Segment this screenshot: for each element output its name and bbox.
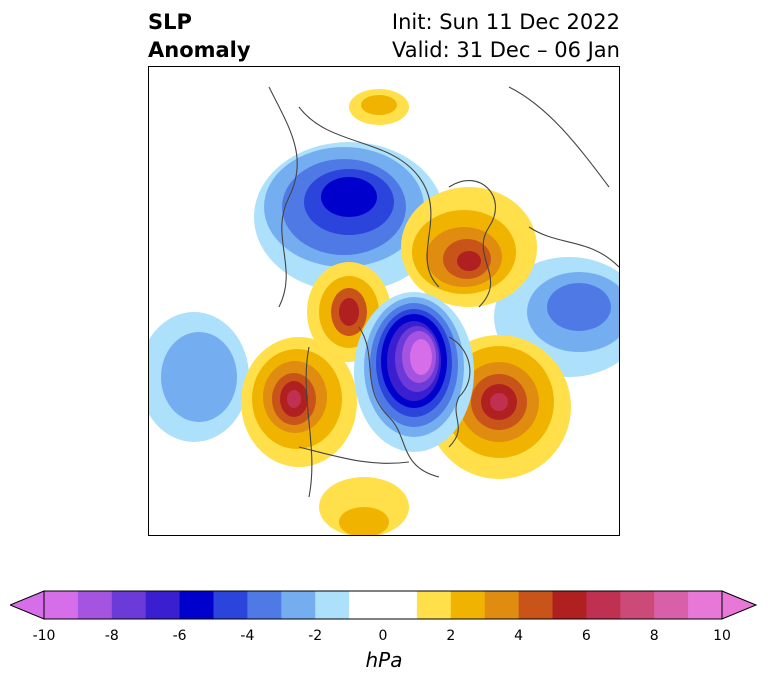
colorbar-segment: [518, 591, 553, 619]
north-atlantic-high-small: [349, 89, 409, 125]
colorbar-segment: [213, 591, 248, 619]
colorbar-left-extend: [10, 590, 45, 620]
pacific-low: [149, 312, 249, 442]
valid-date: Valid: 31 Dec – 06 Jan: [391, 38, 620, 62]
colorbar-segment: [315, 591, 350, 619]
colorbar-tick-label: -6: [172, 628, 187, 644]
anomaly-map-svg: [149, 86, 619, 535]
colorbar-segment: [77, 591, 113, 619]
colorbar-tick-label: 4: [514, 628, 524, 644]
colorbar-segment: [383, 591, 418, 619]
colorbar-tick-label: 0: [378, 628, 388, 644]
canada-low: [354, 292, 474, 452]
colorbar-tick-label: -10: [32, 628, 56, 644]
colorbar-tick-label: -4: [240, 628, 255, 644]
colorbar-segment: [416, 591, 452, 619]
east-pacific-high: [241, 337, 357, 467]
barents-high: [401, 187, 537, 307]
colorbar-segment: [145, 591, 181, 619]
colorbar-tick-label: 6: [581, 628, 591, 644]
colorbar-tick-label: 8: [649, 628, 659, 644]
colorbar-segment: [179, 591, 214, 619]
greenland-low: [254, 142, 444, 292]
colorbar-tick-label: 2: [446, 628, 456, 644]
anomaly-map: [148, 66, 620, 536]
colorbar-frame: [43, 590, 723, 620]
variable-title-line2: Anomaly: [148, 38, 251, 62]
colorbar-unit-label: hPa: [365, 648, 403, 672]
variable-title: SLP Anomaly: [148, 8, 251, 64]
colorbar-tick-label: 10: [713, 628, 731, 644]
colorbar-segment: [281, 591, 316, 619]
coastlines: [268, 86, 619, 498]
colorbar-right-extend: [721, 590, 758, 620]
colorbar-segment: [44, 591, 79, 619]
date-info: Init: Sun 11 Dec 2022 Valid: 31 Dec – 06…: [392, 8, 620, 64]
colorbar-segment: [552, 591, 587, 619]
subtropical-highs: [319, 477, 409, 535]
colorbar-segment: [620, 591, 655, 619]
colorbar-tick-label: -2: [308, 628, 323, 644]
colorbar-segment: [247, 591, 282, 619]
init-date: Init: Sun 11 Dec 2022: [391, 10, 620, 34]
colorbar-tick-label: -8: [104, 628, 119, 644]
colorbar: [10, 590, 758, 620]
colorbar-segment: [484, 591, 520, 619]
colorbar-segment: [688, 591, 723, 619]
colorbar-segment: [111, 591, 147, 619]
variable-title-line1: SLP: [148, 10, 192, 34]
colorbar-segment: [349, 591, 384, 619]
colorbar-segment: [450, 591, 486, 619]
colorbar-segments: [44, 591, 723, 619]
colorbar-segment: [654, 591, 689, 619]
colorbar-segment: [586, 591, 621, 619]
